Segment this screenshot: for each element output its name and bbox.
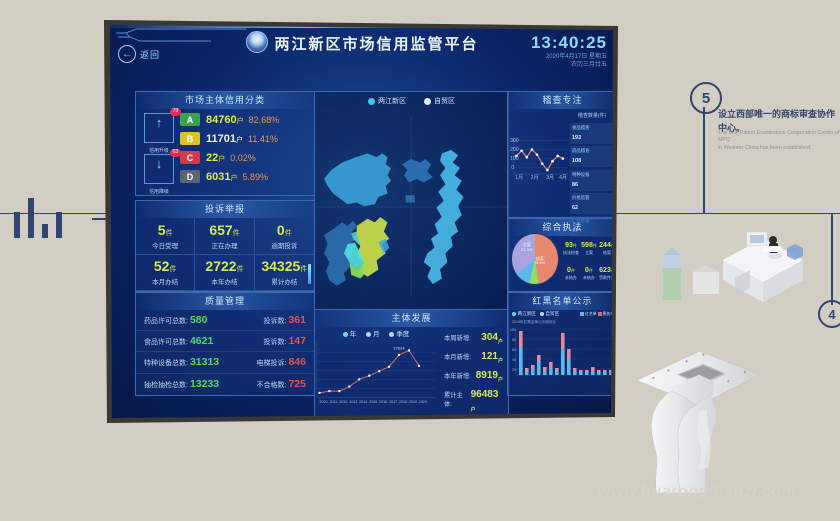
svg-text:100: 100 [510, 156, 519, 162]
svg-text:2014: 2014 [359, 400, 367, 404]
svg-text:1月: 1月 [515, 174, 523, 181]
svg-text:60: 60 [512, 348, 516, 352]
svg-text:2010: 2010 [320, 400, 328, 404]
svg-text:2018: 2018 [399, 400, 407, 404]
svg-text:2016: 2016 [379, 400, 387, 404]
svg-text:0: 0 [511, 165, 514, 171]
svg-text:3月: 3月 [546, 174, 554, 181]
svg-text:4月: 4月 [559, 174, 567, 181]
svg-text:2011: 2011 [329, 400, 337, 404]
svg-text:200: 200 [510, 147, 519, 153]
svg-text:300: 300 [510, 138, 519, 144]
svg-text:20: 20 [512, 368, 516, 372]
svg-text:80: 80 [512, 338, 516, 342]
svg-text:40: 40 [512, 358, 516, 362]
svg-text:2017: 2017 [389, 400, 397, 404]
svg-text:100: 100 [510, 328, 516, 332]
svg-text:2019: 2019 [409, 400, 417, 404]
svg-text:2012: 2012 [339, 400, 347, 404]
svg-text:17024: 17024 [393, 346, 405, 351]
svg-text:2015: 2015 [369, 400, 377, 404]
svg-text:2020: 2020 [419, 400, 427, 404]
svg-text:2013: 2013 [349, 400, 357, 404]
svg-text:2月: 2月 [531, 174, 539, 181]
